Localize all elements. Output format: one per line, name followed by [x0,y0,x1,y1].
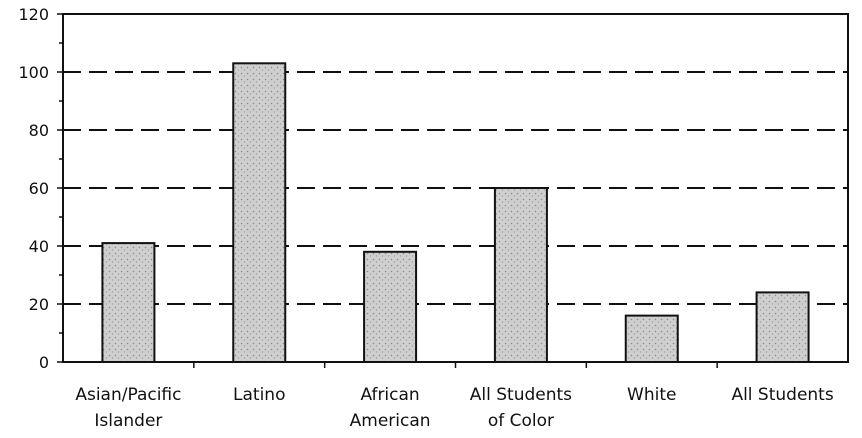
x-category-labels: Asian/Pacific Islander Latino African Americ… [75,385,834,431]
y-tick-label: 60 [29,179,49,198]
bar-4 [624,314,679,364]
x-category-label: African American [350,385,431,431]
bar-1 [232,62,287,364]
x-category-label: All Students [731,385,833,405]
gridlines [63,71,848,305]
y-tick-label: 20 [29,295,49,314]
x-category-label: White [627,385,676,405]
x-category-label: Asian/Pacific Islander [75,385,181,431]
y-tick-label: 0 [39,353,49,372]
bar-2 [363,250,418,363]
y-tick-label: 120 [18,5,49,24]
bar-0 [101,242,156,364]
y-tick-label: 40 [29,237,49,256]
bars [101,62,810,364]
y-tick-labels: 0 20 40 60 80 100 120 [18,5,49,372]
bar-3 [493,187,548,363]
y-tick-label: 100 [18,63,49,82]
axes [57,13,849,368]
x-category-label: All Students of Color [470,385,572,431]
bar-5 [755,291,810,363]
y-tick-label: 80 [29,121,49,140]
x-category-label: Latino [233,385,285,405]
